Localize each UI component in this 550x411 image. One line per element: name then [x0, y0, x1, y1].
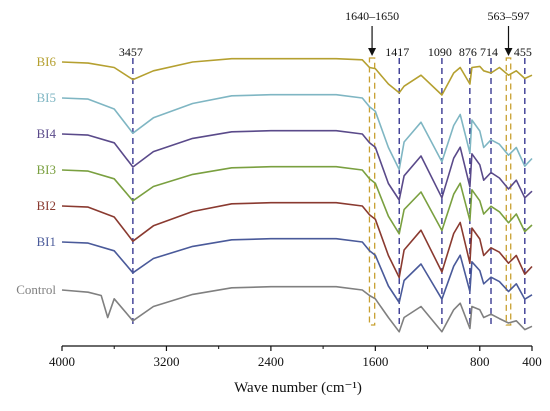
- annotation-label-714: 714: [480, 45, 498, 59]
- series-label-bi1: BI1: [37, 234, 57, 249]
- annotation-arrowhead-563–597: [504, 48, 513, 56]
- series-line-bi4: [61, 129, 533, 201]
- x-tick-label-4000: 4000: [49, 354, 75, 369]
- series-label-bi3: BI3: [37, 162, 57, 177]
- series-line-bi5: [61, 93, 533, 171]
- series-line-control: [61, 285, 533, 333]
- series-line-bi6: [61, 57, 533, 96]
- annotation-label-563–597: 563–597: [488, 9, 530, 23]
- series-label-layer: BI6 BI5 BI4 BI3 BI2 BI1 Control: [16, 54, 56, 297]
- x-axis: 4000 3200 2400 1600 800 400: [49, 345, 542, 369]
- series-label-bi5: BI5: [37, 90, 57, 105]
- series-label-bi2: BI2: [37, 198, 57, 213]
- series-label-bi6: BI6: [37, 54, 57, 69]
- annotation-arrowhead-1640–1650: [368, 48, 377, 56]
- annotation-label-1417: 1417: [385, 45, 409, 59]
- x-tick-label-2400: 2400: [258, 354, 284, 369]
- annotation-box-563–597: [505, 57, 512, 326]
- x-tick-label-3200: 3200: [153, 354, 179, 369]
- x-tick-label-400: 400: [522, 354, 542, 369]
- series-layer: [61, 57, 533, 333]
- series-line-bi1: [61, 237, 533, 304]
- annotation-label-455: 455: [514, 45, 532, 59]
- x-tick-label-800: 800: [470, 354, 490, 369]
- x-axis-title: Wave number (cm⁻¹): [234, 380, 362, 396]
- annotation-label-1640–1650: 1640–1650: [345, 9, 399, 23]
- series-label-bi4: BI4: [37, 126, 57, 141]
- annotation-box-1640–1650: [368, 57, 376, 326]
- annotation-label-876: 876: [459, 45, 477, 59]
- x-tick-label-1600: 1600: [362, 354, 388, 369]
- annotation-label-1090: 1090: [428, 45, 452, 59]
- series-label-control: Control: [16, 282, 56, 297]
- series-line-bi2: [61, 201, 533, 279]
- annotation-label-3457: 3457: [119, 45, 143, 59]
- series-line-bi3: [61, 165, 533, 235]
